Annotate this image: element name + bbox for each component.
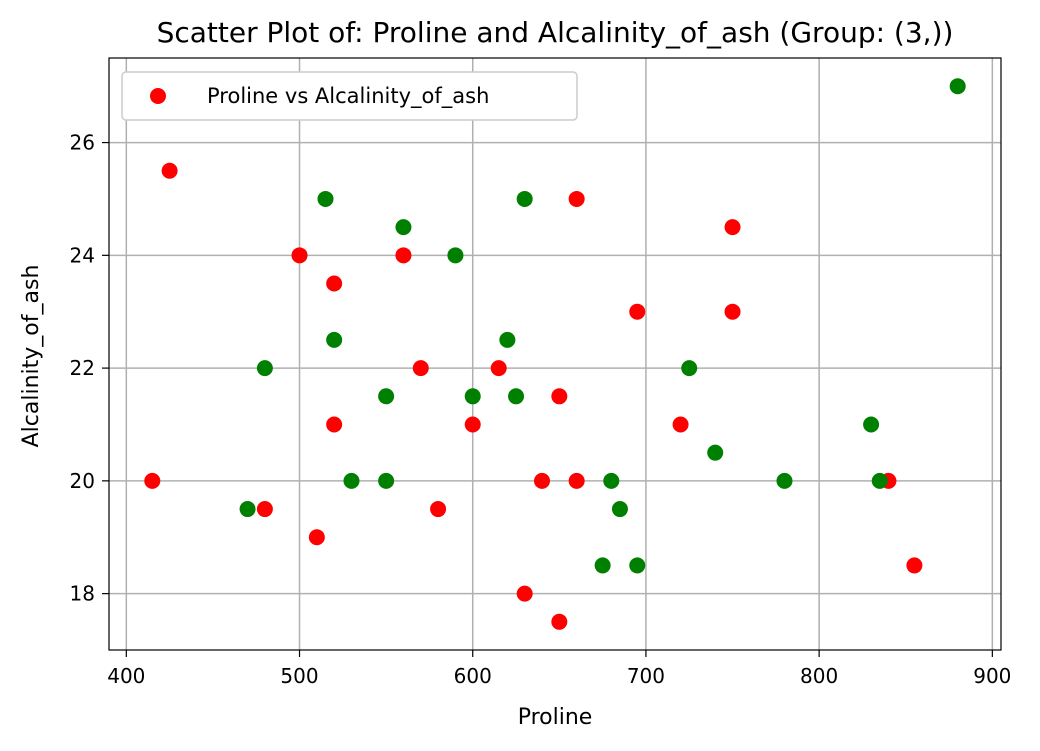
x-tick-label: 400 bbox=[107, 664, 145, 688]
data-point-green bbox=[681, 360, 698, 377]
x-tick-label: 800 bbox=[800, 664, 838, 688]
legend-marker bbox=[150, 88, 166, 104]
y-axis-label: Alcalinity_of_ash bbox=[19, 265, 44, 448]
data-point-green bbox=[256, 360, 273, 377]
data-point-red bbox=[430, 501, 447, 518]
x-axis-label: Proline bbox=[518, 705, 593, 730]
data-point-green bbox=[603, 472, 620, 489]
data-point-red bbox=[291, 247, 308, 264]
data-point-green bbox=[395, 219, 412, 236]
data-point-red bbox=[161, 162, 178, 179]
data-point-red bbox=[672, 416, 689, 433]
data-point-red bbox=[256, 501, 273, 518]
data-point-red bbox=[568, 190, 585, 207]
data-point-green bbox=[239, 501, 256, 518]
data-point-green bbox=[378, 388, 395, 405]
data-point-green bbox=[499, 331, 516, 348]
data-point-green bbox=[871, 472, 888, 489]
data-point-red bbox=[534, 472, 551, 489]
x-tick-label: 600 bbox=[454, 664, 492, 688]
legend-box bbox=[121, 71, 578, 121]
data-point-green bbox=[378, 472, 395, 489]
x-tick-label: 500 bbox=[280, 664, 318, 688]
data-point-red bbox=[464, 416, 481, 433]
x-tick-label: 700 bbox=[627, 664, 665, 688]
y-tick-label: 24 bbox=[70, 243, 95, 267]
data-point-green bbox=[863, 416, 880, 433]
data-points bbox=[144, 78, 966, 630]
data-point-red bbox=[144, 472, 161, 489]
y-tick-label: 22 bbox=[70, 356, 95, 380]
data-point-red bbox=[724, 303, 741, 320]
legend: Proline vs Alcalinity_of_ash bbox=[121, 71, 578, 121]
data-point-green bbox=[464, 388, 481, 405]
y-tick-label: 20 bbox=[70, 469, 95, 493]
data-point-red bbox=[308, 529, 325, 546]
data-point-red bbox=[629, 303, 646, 320]
data-point-green bbox=[326, 331, 343, 348]
data-point-red bbox=[326, 275, 343, 292]
data-point-red bbox=[412, 360, 429, 377]
data-point-red bbox=[516, 585, 533, 602]
data-point-green bbox=[707, 444, 724, 461]
data-point-green bbox=[508, 388, 525, 405]
data-point-green bbox=[343, 472, 360, 489]
chart-title: Scatter Plot of: Proline and Alcalinity_… bbox=[157, 16, 954, 49]
data-point-red bbox=[906, 557, 923, 574]
x-tick-label: 900 bbox=[973, 664, 1011, 688]
data-point-green bbox=[629, 557, 646, 574]
data-point-red bbox=[551, 388, 568, 405]
data-point-green bbox=[447, 247, 464, 264]
data-point-red bbox=[490, 360, 507, 377]
data-point-red bbox=[551, 613, 568, 630]
data-point-green bbox=[516, 190, 533, 207]
data-point-red bbox=[568, 472, 585, 489]
data-point-red bbox=[326, 416, 343, 433]
data-point-red bbox=[724, 219, 741, 236]
data-point-green bbox=[611, 501, 628, 518]
data-point-green bbox=[949, 78, 966, 95]
y-tick-label: 26 bbox=[70, 131, 95, 155]
y-tick-label: 18 bbox=[70, 582, 95, 606]
axis-ticks: 400 500 600 700 800 900 18 20 22 24 26 bbox=[70, 131, 1012, 688]
data-point-green bbox=[317, 190, 334, 207]
data-point-red bbox=[395, 247, 412, 264]
plot-frame bbox=[108, 57, 1002, 651]
legend-label: Proline vs Alcalinity_of_ash bbox=[207, 84, 489, 109]
data-point-green bbox=[776, 472, 793, 489]
data-point-green bbox=[594, 557, 611, 574]
